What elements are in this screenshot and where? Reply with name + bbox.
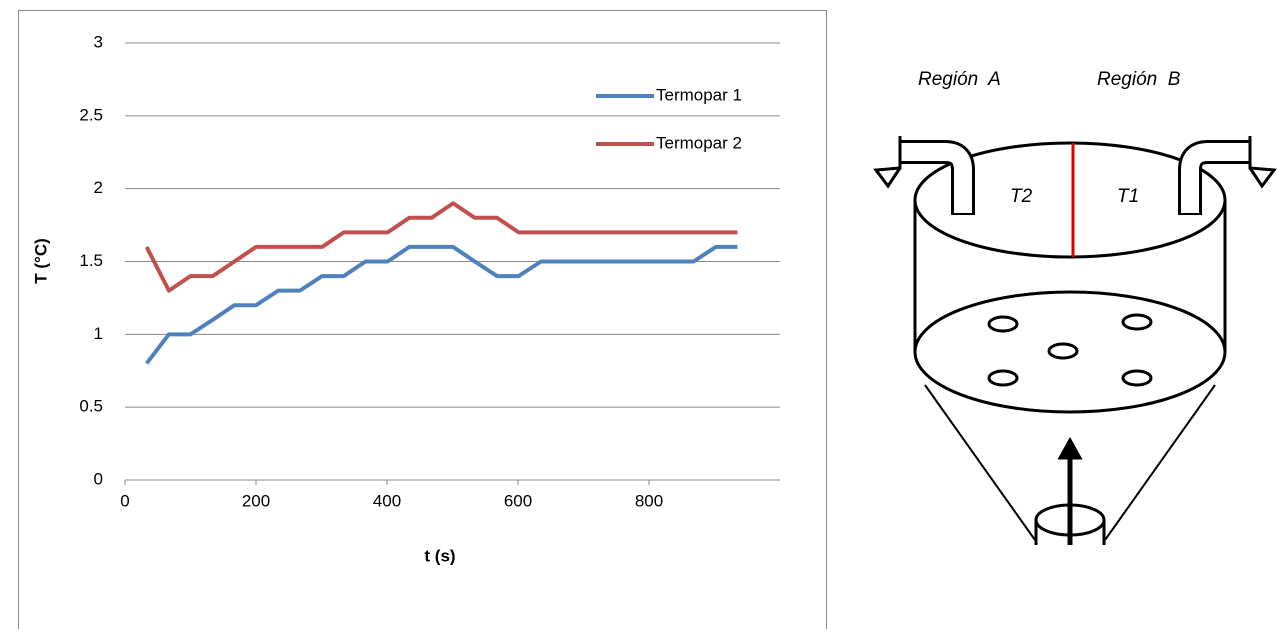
series-line bbox=[144, 201, 738, 293]
legend-label: Termopar 1 bbox=[656, 85, 742, 104]
arrow-head bbox=[1057, 436, 1083, 460]
outlet-arrow-left-fill bbox=[900, 143, 972, 213]
perforated-plate bbox=[913, 290, 1227, 414]
cone-side bbox=[1104, 384, 1216, 541]
temperature-label: T1 bbox=[1117, 186, 1139, 207]
hole bbox=[1121, 313, 1153, 331]
arrow-head bbox=[873, 136, 902, 189]
x-tick-label: 0 bbox=[120, 491, 129, 510]
y-tick-label: 1.5 bbox=[79, 251, 103, 270]
hole bbox=[1047, 342, 1079, 360]
x-tick-label: 600 bbox=[504, 491, 532, 510]
x-tick-label: 800 bbox=[635, 491, 663, 510]
y-tick-label: 0 bbox=[94, 469, 103, 488]
y-axis-title: T (°C) bbox=[31, 238, 50, 284]
y-tick-label: 0.5 bbox=[79, 397, 103, 416]
arrow-head bbox=[1248, 136, 1277, 189]
y-tick-label: 3 bbox=[94, 32, 103, 51]
hole bbox=[987, 369, 1019, 387]
temperature-label: T2 bbox=[1010, 186, 1033, 207]
x-axis-title: t (s) bbox=[424, 546, 455, 565]
region-label: Región A bbox=[918, 69, 1001, 90]
region-label: Región B bbox=[1097, 69, 1181, 90]
legend-label: Termopar 2 bbox=[656, 133, 742, 152]
y-tick-label: 2 bbox=[94, 178, 103, 197]
y-tick-label: 2.5 bbox=[79, 105, 103, 124]
x-tick-label: 200 bbox=[242, 491, 270, 510]
x-tick-label: 400 bbox=[373, 491, 401, 510]
plot: 0 0.5 1 1.5 2 2.5 3 0 200 400 600 800 Termopar 1 Term… bbox=[79, 32, 780, 510]
hole bbox=[1121, 369, 1153, 387]
chart-frame bbox=[18, 10, 827, 634]
series-line bbox=[145, 244, 738, 365]
diagram bbox=[873, 136, 1277, 545]
cone-side bbox=[924, 384, 1036, 541]
outlet-arrow-right-fill bbox=[1181, 143, 1250, 213]
hole bbox=[987, 315, 1019, 333]
y-tick-label: 1 bbox=[94, 324, 103, 343]
